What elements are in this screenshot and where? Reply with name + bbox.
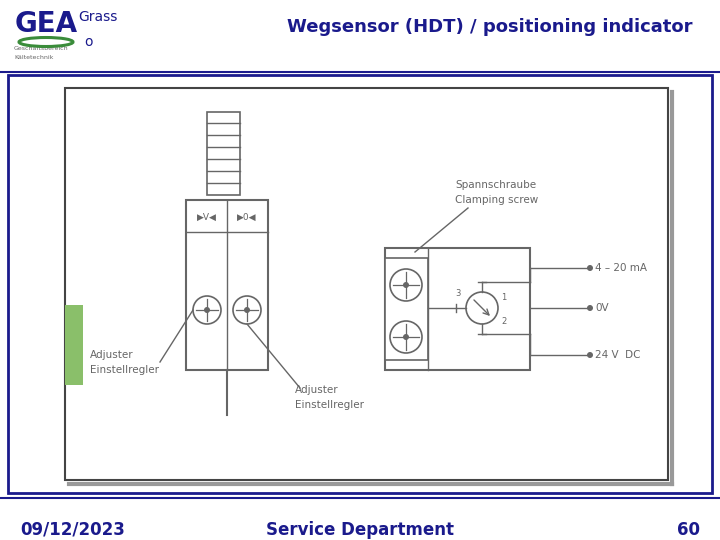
Text: Grass: Grass [78,10,117,24]
Circle shape [587,352,593,358]
Circle shape [244,307,250,313]
Text: Geschäftsbereich: Geschäftsbereich [14,46,68,51]
Circle shape [403,282,409,288]
Circle shape [193,296,221,324]
Text: o: o [84,35,92,49]
Text: Kältetechnik: Kältetechnik [14,55,53,60]
Circle shape [587,305,593,311]
Text: 60: 60 [677,521,700,539]
Bar [8,75,712,493]
Circle shape [390,321,422,353]
Text: 24 V  DC: 24 V DC [595,350,641,360]
Text: Wegsensor (HDT) / positioning indicator: Wegsensor (HDT) / positioning indicator [287,18,693,36]
Text: Adjuster: Adjuster [90,350,134,360]
Text: GEA: GEA [15,10,78,38]
Bar [385,248,530,370]
Circle shape [403,334,409,340]
Circle shape [233,296,261,324]
Circle shape [204,307,210,313]
Text: ▶0◀: ▶0◀ [238,213,257,221]
Text: Service Department: Service Department [266,521,454,539]
Text: 4 – 20 mA: 4 – 20 mA [595,263,647,273]
Bar [207,112,240,195]
Text: Clamping screw: Clamping screw [455,195,539,205]
Bar [65,305,83,385]
Text: Spannschraube: Spannschraube [455,180,536,190]
Text: Einstellregler: Einstellregler [295,400,364,410]
Circle shape [390,269,422,301]
Text: 2: 2 [501,316,506,326]
Bar [65,88,668,480]
Bar [385,258,428,360]
Text: 0V: 0V [595,303,608,313]
Text: Einstellregler: Einstellregler [90,365,159,375]
Circle shape [587,265,593,271]
Text: Adjuster: Adjuster [295,385,338,395]
Bar [186,200,268,370]
Text: 1: 1 [501,293,506,301]
Text: ▶V◀: ▶V◀ [197,213,217,221]
Text: 3: 3 [456,289,461,299]
Circle shape [466,292,498,324]
Text: 09/12/2023: 09/12/2023 [20,521,125,539]
